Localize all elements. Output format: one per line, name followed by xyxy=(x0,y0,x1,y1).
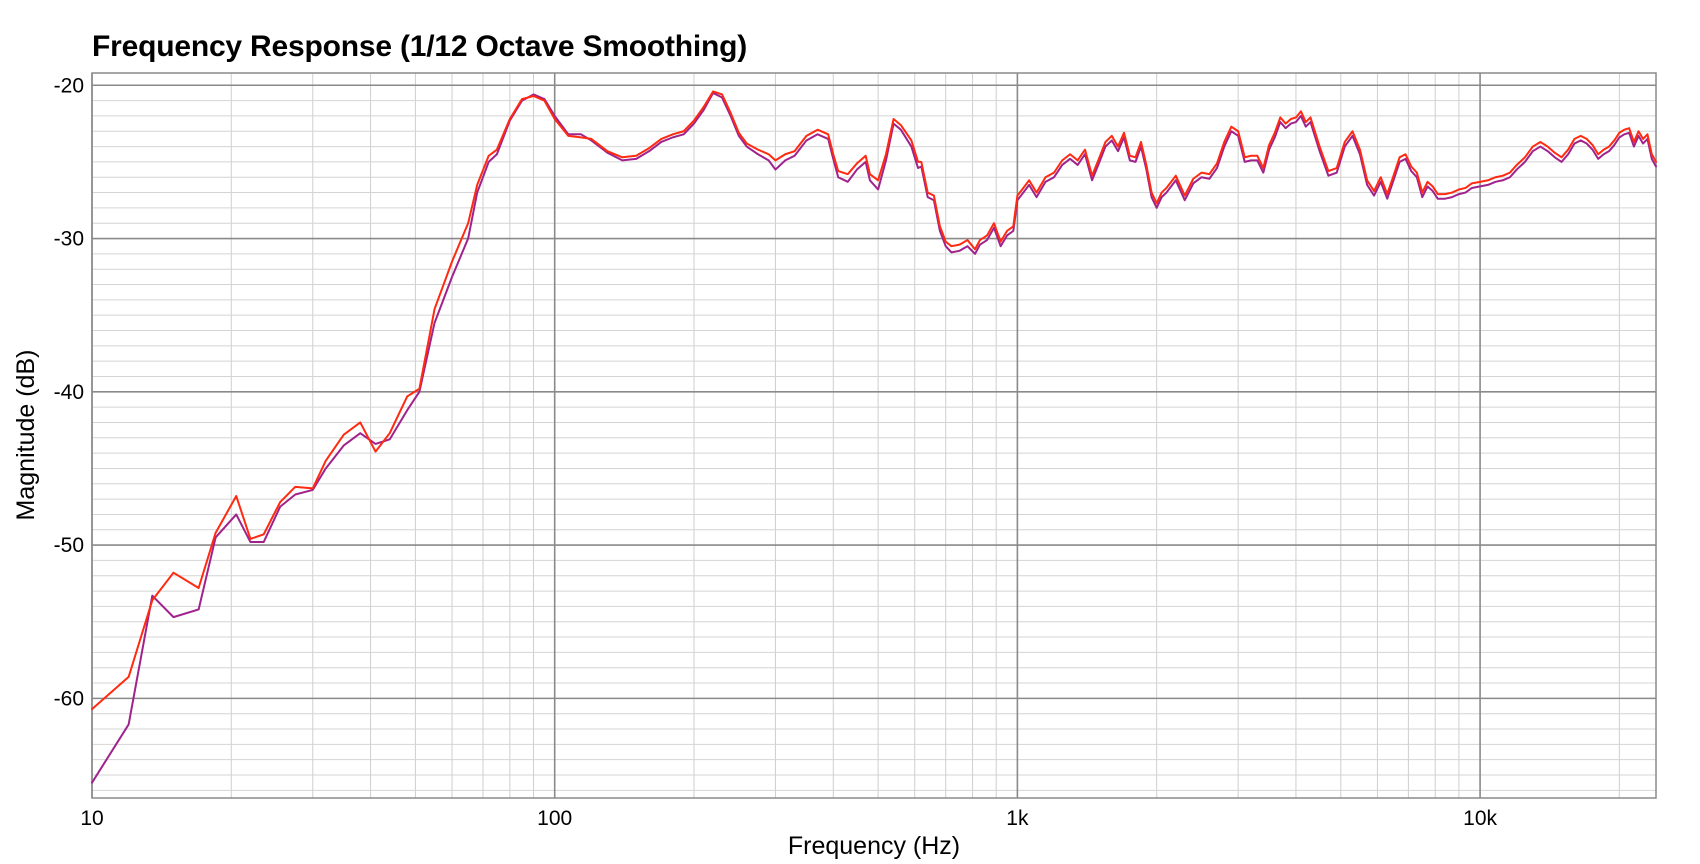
y-axis-label: Magnitude (dB) xyxy=(12,350,40,521)
x-tick-label: 100 xyxy=(537,807,572,830)
y-tick-label: -50 xyxy=(54,534,84,557)
x-tick-label: 10k xyxy=(1463,807,1497,830)
y-tick-labels: -20 -30 -40 -50 -60 xyxy=(54,74,84,710)
x-tick-label: 10 xyxy=(80,807,103,830)
minor-grid xyxy=(92,73,1656,798)
major-grid xyxy=(91,73,1656,798)
plot-area xyxy=(91,72,1657,799)
chart-title: Frequency Response (1/12 Octave Smoothin… xyxy=(92,30,748,63)
y-tick-label: -40 xyxy=(54,381,84,404)
series-lines xyxy=(91,90,1657,784)
series-line-1 xyxy=(91,91,1657,784)
y-tick-label: -20 xyxy=(54,74,84,97)
x-axis-label: Frequency (Hz) xyxy=(788,832,960,860)
series-line-2 xyxy=(91,90,1657,711)
y-tick-label: -60 xyxy=(54,687,84,710)
x-tick-labels: 10 100 1k 10k xyxy=(80,807,1497,830)
y-tick-label: -30 xyxy=(54,228,84,251)
x-tick-label: 1k xyxy=(1006,807,1029,830)
